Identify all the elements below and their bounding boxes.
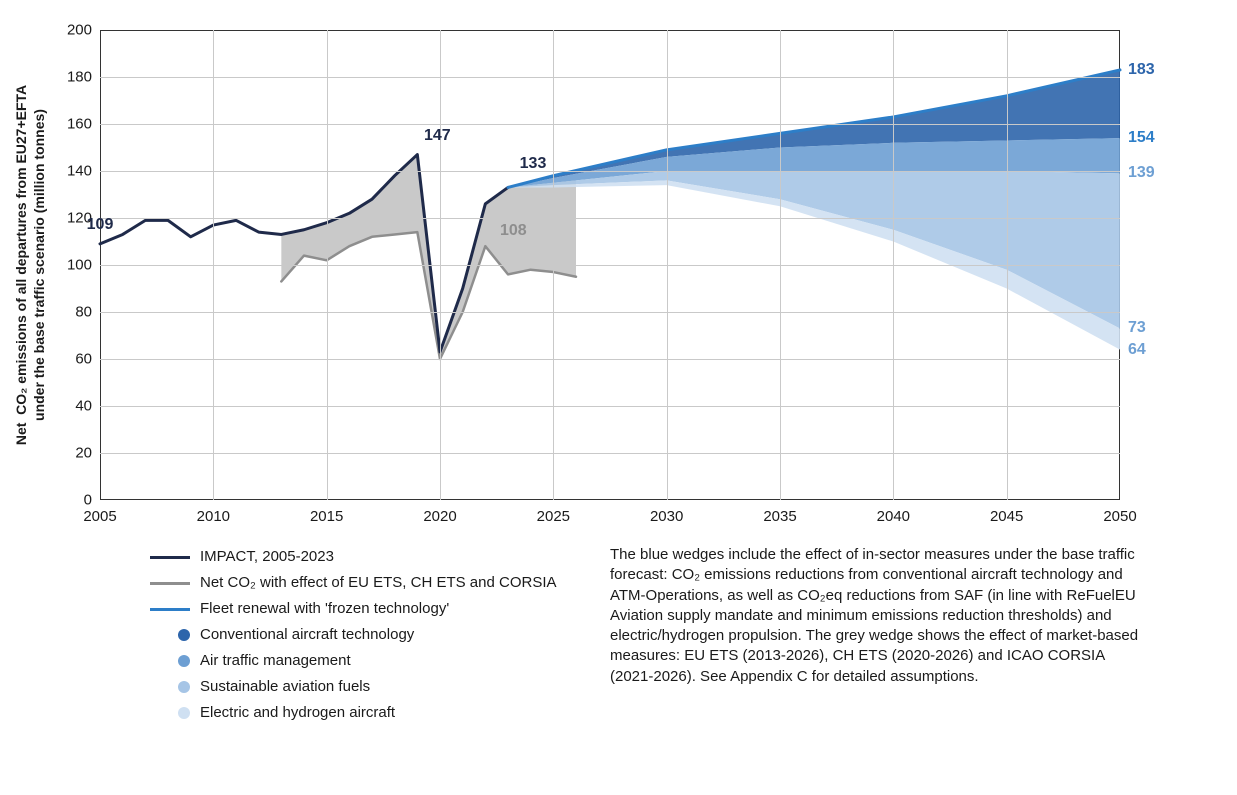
y-tick-label: 20: [75, 445, 92, 462]
legend-label: Electric and hydrogen aircraft: [200, 701, 395, 725]
legend-label: Air traffic management: [200, 649, 351, 673]
caption-text: The blue wedges include the effect of in…: [610, 545, 1150, 687]
legend-item-frozen_tech: Fleet renewal with 'frozen technology': [150, 597, 580, 621]
y-tick-label: 60: [75, 351, 92, 368]
x-tick-label: 2030: [650, 508, 683, 525]
y-tick-label: 180: [67, 69, 92, 86]
y-tick-label: 40: [75, 398, 92, 415]
legend-item-atm: Air traffic management: [150, 649, 580, 673]
end-value-label: 73: [1128, 319, 1146, 337]
x-tick-label: 2020: [423, 508, 456, 525]
legend-item-impact: IMPACT, 2005-2023: [150, 545, 580, 569]
data-point-label: 108: [500, 222, 527, 240]
data-point-label: 109: [87, 216, 114, 234]
legend-dot-swatch: [178, 655, 190, 667]
legend-item-net_ets: Net CO₂ with effect of EU ETS, CH ETS an…: [150, 571, 580, 595]
legend-label: Sustainable aviation fuels: [200, 675, 370, 699]
legend-label: Fleet renewal with 'frozen technology': [200, 597, 449, 621]
y-tick-label: 160: [67, 116, 92, 133]
x-tick-label: 2050: [1103, 508, 1136, 525]
end-value-label: 183: [1128, 61, 1155, 79]
legend-line-swatch: [150, 608, 190, 611]
legend-dot-swatch: [178, 681, 190, 693]
legend-item-saf: Sustainable aviation fuels: [150, 675, 580, 699]
plot-area: 0204060801001201401601802002005201020152…: [100, 30, 1120, 500]
y-tick-label: 80: [75, 304, 92, 321]
x-tick-label: 2025: [537, 508, 570, 525]
end-value-label: 139: [1128, 164, 1155, 182]
legend-label: Net CO₂ with effect of EU ETS, CH ETS an…: [200, 571, 557, 595]
x-tick-label: 2035: [763, 508, 796, 525]
y-tick-label: 140: [67, 163, 92, 180]
end-value-label: 154: [1128, 129, 1155, 147]
legend-dot-swatch: [178, 629, 190, 641]
chart-container: Net CO₂ emissions of all departures from…: [0, 0, 1237, 795]
legend-label: Conventional aircraft technology: [200, 623, 414, 647]
x-tick-label: 2010: [197, 508, 230, 525]
y-tick-label: 200: [67, 22, 92, 39]
end-value-label: 64: [1128, 341, 1146, 359]
legend-label: IMPACT, 2005-2023: [200, 545, 334, 569]
legend: IMPACT, 2005-2023Net CO₂ with effect of …: [150, 545, 580, 727]
legend-line-swatch: [150, 556, 190, 559]
legend-line-swatch: [150, 582, 190, 585]
y-tick-label: 0: [84, 492, 92, 509]
data-point-label: 133: [520, 155, 547, 173]
x-tick-label: 2040: [877, 508, 910, 525]
x-tick-label: 2005: [83, 508, 116, 525]
x-tick-label: 2015: [310, 508, 343, 525]
y-axis-label: Net CO₂ emissions of all departures from…: [12, 85, 48, 445]
y-tick-label: 100: [67, 257, 92, 274]
legend-item-elec_h2: Electric and hydrogen aircraft: [150, 701, 580, 725]
legend-item-conv_tech: Conventional aircraft technology: [150, 623, 580, 647]
data-point-label: 147: [424, 127, 451, 145]
legend-dot-swatch: [178, 707, 190, 719]
x-tick-label: 2045: [990, 508, 1023, 525]
